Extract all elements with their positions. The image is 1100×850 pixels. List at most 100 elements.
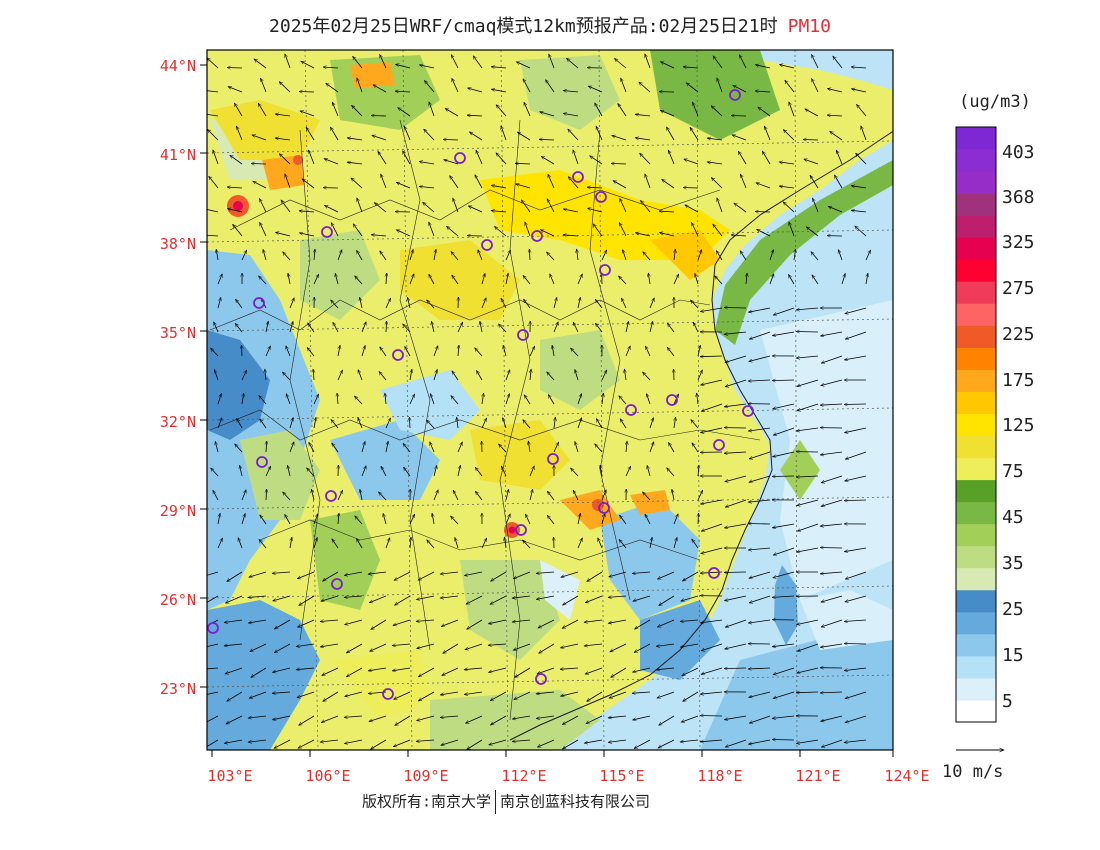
wind-arrow [272, 715, 291, 720]
wind-arrow [323, 67, 339, 68]
wind-arrow [563, 235, 579, 236]
wind-arrow [505, 250, 511, 261]
wind-arrow [649, 537, 652, 549]
wind-arrow [540, 229, 555, 237]
wind-arrow [209, 176, 219, 189]
wind-arrow [562, 739, 579, 750]
wind-arrow [530, 369, 531, 381]
wind-arrow [265, 466, 272, 477]
wind-arrow [505, 394, 510, 405]
wind-arrow [844, 644, 867, 645]
wind-arrow [512, 715, 531, 719]
wind-arrow [385, 418, 391, 429]
wind-arrow [491, 89, 507, 93]
wind-arrow [308, 442, 315, 453]
wind-arrow [643, 492, 651, 501]
wind-arrow [811, 275, 819, 285]
wind-arrow [266, 441, 267, 453]
wind-arrow [344, 716, 363, 717]
wind-arrow [236, 299, 243, 309]
wind-arrow [647, 394, 651, 405]
wind-arrow [682, 571, 699, 582]
wind-arrow [724, 715, 747, 720]
footer-separator [495, 790, 497, 814]
colorbar-swatch [956, 149, 996, 172]
wind-arrow [701, 547, 723, 554]
wind-arrow [539, 643, 555, 654]
footer-left: 版权所有:南京大学 [362, 792, 492, 811]
wind-arrow [698, 513, 699, 525]
wind-arrow [213, 150, 219, 165]
wind-arrow [451, 371, 459, 381]
wind-arrow [380, 347, 387, 357]
wind-arrow [275, 114, 291, 117]
wind-arrow [797, 523, 819, 531]
wind-arrow [844, 355, 867, 360]
wind-arrow [806, 227, 819, 237]
wind-arrow [748, 427, 771, 431]
wind-arrow [773, 667, 795, 675]
wind-arrow [313, 369, 314, 381]
wind-arrow [683, 188, 699, 189]
wind-arrow [523, 420, 531, 429]
wind-arrow [452, 275, 459, 285]
wind-arrow [447, 226, 459, 237]
wind-arrow [313, 394, 319, 405]
wind-arrow [724, 452, 747, 453]
wind-arrow [625, 346, 631, 357]
wind-arrow [587, 187, 603, 188]
wind-arrow [443, 643, 459, 654]
wind-arrow [332, 322, 339, 333]
wind-arrow [584, 619, 603, 622]
wind-arrow [212, 490, 219, 501]
wind-arrow [640, 153, 651, 165]
colorbar-swatch [956, 479, 996, 503]
wind-arrow [360, 297, 363, 309]
wind-arrow [369, 595, 387, 603]
wind-arrow [772, 476, 795, 477]
wind-arrow [536, 572, 555, 573]
colorbar-swatch [956, 611, 996, 635]
wind-arrow [298, 739, 315, 749]
wind-arrow [440, 595, 459, 598]
wind-arrow [331, 300, 339, 309]
wind-arrow [773, 691, 795, 699]
wind-arrow [419, 186, 435, 188]
colorbar-label: 403 [1002, 142, 1035, 163]
wind-arrow [821, 355, 843, 363]
wind-arrow [811, 55, 819, 69]
wind-arrow [577, 394, 582, 405]
wind-arrow [261, 78, 267, 93]
wind-arrow [248, 739, 267, 742]
wind-arrow [299, 92, 315, 93]
wind-arrow [300, 111, 315, 117]
wind-arrow [369, 715, 387, 722]
wind-arrow [713, 56, 723, 69]
wind-arrow [475, 348, 483, 357]
wind-arrow [429, 222, 435, 237]
wind-arrow [453, 198, 459, 213]
wind-arrow [608, 596, 627, 597]
wind-arrow [279, 82, 291, 93]
wind-arrow [838, 250, 843, 261]
wind-arrow [845, 475, 867, 481]
wind-arrow [612, 135, 627, 141]
wind-arrow [474, 175, 483, 189]
wind-arrow [489, 667, 507, 672]
wind-arrow [227, 691, 243, 702]
wind-arrow [713, 224, 723, 237]
wind-arrow [320, 739, 339, 742]
wind-arrow [496, 153, 507, 165]
wind-arrow [602, 393, 603, 405]
wind-arrow [585, 667, 603, 674]
wind-arrow [311, 489, 315, 501]
wind-arrow [681, 715, 699, 722]
wind-arrow [234, 103, 243, 117]
wind-arrow [516, 61, 531, 69]
wind-arrow [353, 56, 363, 69]
wind-arrow [465, 643, 483, 650]
colorbar-swatch [956, 237, 996, 260]
wind-arrow [281, 200, 291, 213]
wind-arrow [516, 184, 531, 189]
wind-arrow [305, 127, 315, 141]
